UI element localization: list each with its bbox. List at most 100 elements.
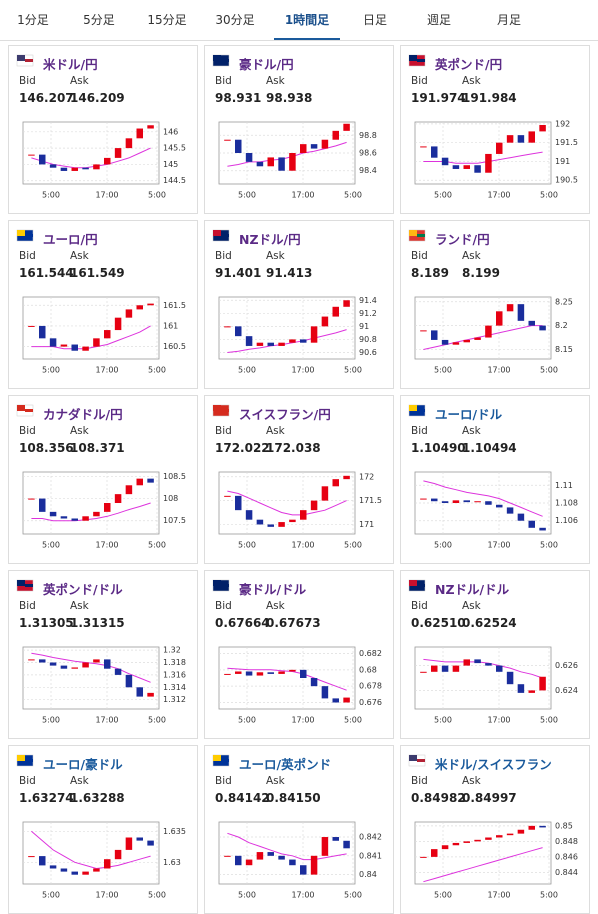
- rate-card: 1.63 1.635 5:00 17:00 5:00 ユーロ/豪ドル Bid Ask 1.632…: [8, 745, 198, 914]
- candle: [431, 849, 438, 857]
- candle: [278, 342, 285, 346]
- candle: [136, 837, 143, 841]
- x-tick-label: 5:00: [344, 716, 362, 725]
- card-graphics: 1.63 1.635 5:00 17:00 5:00: [16, 754, 186, 900]
- candle: [39, 325, 46, 339]
- tab[interactable]: 5分足: [83, 13, 115, 27]
- flag-part: [213, 580, 221, 586]
- y-tick-label: 1.318: [163, 658, 186, 667]
- plot-frame: [414, 821, 552, 885]
- pair-name: ユーロ/円: [43, 232, 98, 247]
- y-tick-label: 98.6: [359, 149, 377, 158]
- x-tick-label: 17:00: [487, 716, 510, 725]
- candle: [343, 697, 350, 703]
- candle: [278, 855, 285, 860]
- candle: [517, 304, 525, 321]
- flag-part: [417, 409, 425, 412]
- candle: [245, 510, 253, 520]
- moving-average: [227, 329, 347, 353]
- candle: [539, 676, 546, 691]
- card-graphics: 98.4 98.6 98.8 5:00 17:00 5:00: [212, 54, 377, 200]
- y-tick-label: 191.5: [555, 138, 578, 147]
- candle: [82, 516, 89, 521]
- flag-part: [417, 234, 425, 237]
- tab[interactable]: 月足: [496, 13, 521, 27]
- y-tick-label: 161: [163, 321, 178, 330]
- plot-frame: [22, 471, 160, 535]
- tab[interactable]: 30分足: [215, 13, 255, 27]
- candle: [267, 342, 274, 346]
- candle: [539, 825, 546, 828]
- plot-frame: [218, 821, 356, 885]
- rate-card: 190.5 191 191.5 192 5:00 17:00 5:00 英ポンド/円 Bid As…: [400, 45, 590, 214]
- candle: [332, 130, 339, 140]
- flag-part: [25, 59, 33, 62]
- candle: [256, 342, 264, 346]
- candle: [289, 669, 296, 672]
- candle: [300, 510, 307, 520]
- y-tick-label: 108: [163, 494, 178, 503]
- bid-label: Bid: [19, 425, 36, 437]
- candle: [528, 690, 535, 693]
- x-tick-label: 17:00: [291, 891, 314, 900]
- candle: [60, 665, 68, 669]
- card-graphics: 1.106 1.108 1.11 5:00 17:00 5:00: [408, 404, 578, 550]
- candle: [125, 837, 133, 850]
- tab[interactable]: 1時間足: [274, 0, 340, 40]
- candle: [245, 671, 253, 676]
- ask-label: Ask: [462, 775, 481, 787]
- ask-label: Ask: [462, 250, 481, 262]
- candle: [310, 500, 318, 511]
- tab[interactable]: 週足: [426, 13, 451, 27]
- candle: [267, 852, 274, 856]
- moving-average: [227, 832, 347, 861]
- candle: [420, 856, 427, 858]
- candle: [49, 865, 57, 869]
- candle: [245, 153, 253, 162]
- flag-part: [409, 55, 417, 61]
- candle: [125, 485, 133, 495]
- bid-value: 146.207: [19, 91, 74, 105]
- y-tick-label: 90.6: [359, 348, 377, 357]
- y-tick-label: 0.844: [555, 868, 578, 877]
- candle: [125, 309, 133, 318]
- candle: [539, 527, 546, 531]
- pair-name: 米ドル/スイスフラン: [435, 757, 552, 772]
- moving-average: [31, 147, 151, 169]
- candle: [235, 671, 242, 674]
- candle: [125, 138, 133, 149]
- tab[interactable]: 1分足: [17, 13, 49, 27]
- bid-label: Bid: [411, 250, 428, 262]
- candle: [256, 519, 264, 525]
- tab[interactable]: 日足: [362, 13, 387, 27]
- card-graphics: 0.624 0.626 5:00 17:00 5:00: [408, 579, 578, 725]
- candle: [420, 671, 427, 673]
- candle: [517, 829, 525, 834]
- x-tick-label: 5:00: [238, 191, 256, 200]
- candle: [441, 665, 449, 672]
- flag-part: [17, 755, 25, 761]
- candle: [136, 128, 143, 139]
- ask-label: Ask: [70, 250, 89, 262]
- flag-part: [409, 755, 417, 761]
- tab[interactable]: 15分足: [147, 13, 187, 27]
- candle: [452, 500, 460, 503]
- flag-part: [25, 234, 33, 237]
- bid-label: Bid: [411, 425, 428, 437]
- card-graphics: 190.5 191 191.5 192 5:00 17:00 5:00: [408, 54, 578, 200]
- candle: [39, 498, 46, 512]
- x-tick-label: 5:00: [434, 891, 452, 900]
- bid-label: Bid: [19, 250, 36, 262]
- x-tick-label: 5:00: [148, 541, 166, 550]
- y-tick-label: 1.312: [163, 695, 186, 704]
- y-tick-label: 1.106: [555, 516, 578, 525]
- candle: [528, 131, 535, 143]
- pair-name: NZドル/円: [239, 232, 301, 247]
- candle: [485, 837, 492, 840]
- candle: [104, 157, 111, 165]
- pair-name: カナダドル/円: [43, 407, 123, 422]
- candle: [506, 671, 514, 685]
- candle: [235, 855, 242, 866]
- candle: [60, 167, 68, 171]
- bid-value: 172.022: [215, 441, 270, 455]
